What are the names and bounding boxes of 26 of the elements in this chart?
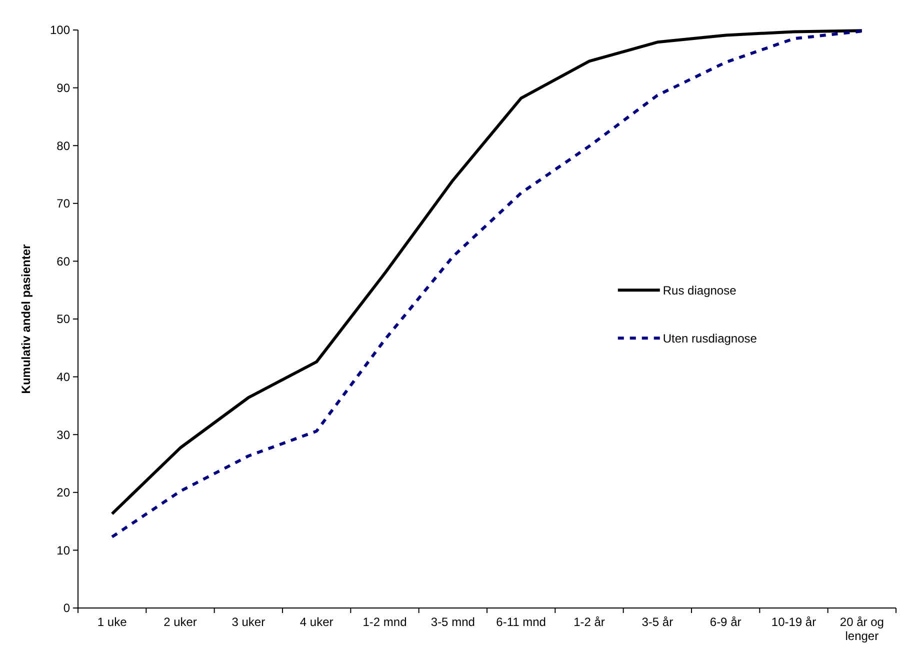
x-tick-label: 6-11 mnd — [496, 615, 546, 629]
x-tick-label: 4 uker — [300, 615, 334, 629]
x-tick-label: 2 uker — [164, 615, 197, 629]
x-tick-label: 1-2 mnd — [362, 615, 407, 629]
x-tick-label: 6-9 år — [710, 615, 742, 629]
x-tick-label: 3-5 mnd — [430, 615, 475, 629]
y-tick-label: 30 — [56, 428, 70, 442]
x-tick-label: 3-5 år — [642, 615, 674, 629]
y-tick-label: 0 — [63, 601, 70, 616]
y-tick-label: 90 — [56, 81, 70, 95]
x-tick-label: 1 uke — [97, 615, 128, 629]
y-tick-label: 80 — [56, 138, 70, 153]
x-tick-label: 20 år og lenger — [840, 615, 884, 643]
y-tick-label: 60 — [56, 254, 70, 268]
y-tick-label: 40 — [56, 370, 70, 384]
y-tick-label: 10 — [56, 543, 70, 558]
y-tick-label: 50 — [56, 312, 70, 326]
x-tick-label: 10-19 år — [771, 615, 816, 629]
y-tick-label: 70 — [56, 196, 70, 211]
x-tick-label: 3 uker — [232, 615, 266, 629]
y-tick-label: 100 — [50, 23, 70, 38]
y-tick-label: 20 — [56, 486, 70, 500]
legend-label: Uten rusdiagnose — [662, 331, 758, 346]
x-tick-label: 1-2 år — [574, 615, 605, 629]
legend-label: Rus diagnose — [662, 283, 737, 298]
y-axis-title: Kumulativ andel pasienter — [19, 244, 33, 394]
